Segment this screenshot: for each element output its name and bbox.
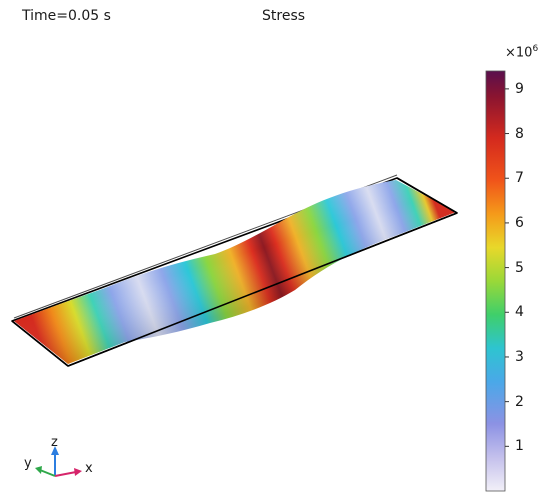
colorbar-tick-label-4: 4 <box>515 304 524 321</box>
triad-x-label: x <box>85 461 93 476</box>
reference-frame-end-left <box>11 320 69 367</box>
triad-y-arrowhead <box>35 466 42 474</box>
colorbar-tick-label-7: 7 <box>515 170 524 187</box>
stress-surface-shading <box>14 180 456 364</box>
colorbar-multiplier-base: ×10 <box>505 45 533 61</box>
colorbar <box>485 70 509 492</box>
triad-x-arrowhead <box>74 468 82 476</box>
axes-triad <box>35 446 82 477</box>
colorbar-ticks <box>505 88 509 447</box>
colorbar-tick-label-2: 2 <box>515 393 524 410</box>
colorbar-tick-label-6: 6 <box>515 214 524 231</box>
triad-x-arrow <box>54 471 77 477</box>
colorbar-tick-label-3: 3 <box>515 348 524 365</box>
triad-z-arrowhead <box>51 446 59 455</box>
triad-z-label: z <box>51 435 58 450</box>
colorbar-tick-label-8: 8 <box>515 125 524 142</box>
colorbar-gradient <box>485 70 506 492</box>
reference-frame-end-right <box>396 177 458 214</box>
deformed-plate <box>11 177 458 367</box>
plot-title: Stress <box>262 8 306 24</box>
colorbar-tick-label-1: 1 <box>515 438 524 455</box>
triad-y-label: y <box>24 456 32 471</box>
colorbar-tick-label-5: 5 <box>515 259 524 276</box>
time-label: Time=0.05 s <box>22 8 111 24</box>
colorbar-tick-label-9: 9 <box>515 80 524 97</box>
reference-frame-front-edge <box>67 212 458 367</box>
colorbar-multiplier: ×106 <box>505 44 538 60</box>
triad-y-arrow <box>39 469 56 477</box>
colorbar-multiplier-exponent: 6 <box>532 44 539 54</box>
